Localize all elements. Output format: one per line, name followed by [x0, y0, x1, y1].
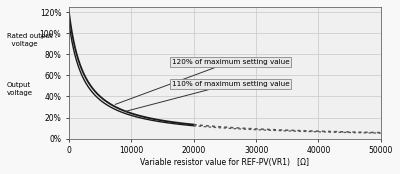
Text: Output
voltage: Output voltage — [6, 82, 32, 96]
Text: Rated output :
  voltage: Rated output : voltage — [6, 33, 57, 47]
Text: 120% of maximum setting value: 120% of maximum setting value — [115, 59, 290, 104]
Text: 110% of maximum setting value: 110% of maximum setting value — [125, 81, 290, 112]
X-axis label: Variable resistor value for REF-PV(VR1)   [Ω]: Variable resistor value for REF-PV(VR1) … — [140, 158, 310, 167]
